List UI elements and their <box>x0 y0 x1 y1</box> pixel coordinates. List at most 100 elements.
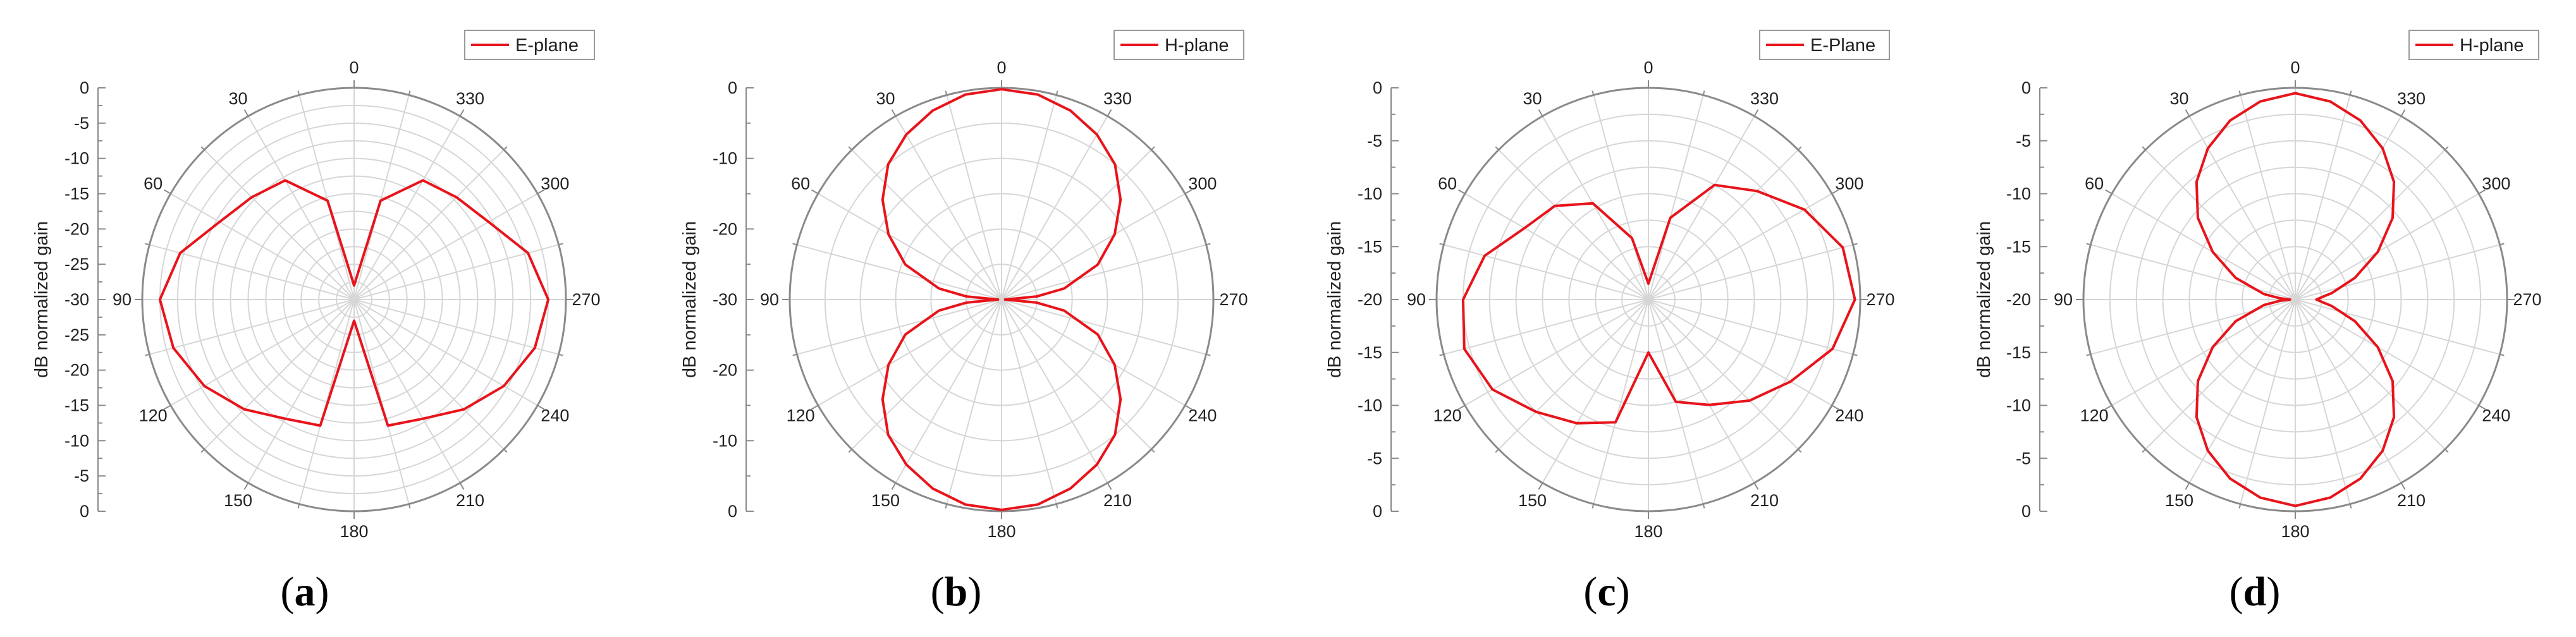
grid-spoke <box>2111 299 2296 406</box>
angle-tick <box>1753 482 1759 490</box>
angle-tick <box>1538 109 1543 117</box>
grid-spoke <box>1648 299 1853 355</box>
panel-label-a: (a) <box>281 569 329 615</box>
angle-tick <box>792 243 797 246</box>
grid-spoke <box>1593 95 1649 300</box>
angle-tick <box>1753 109 1759 117</box>
grid-spoke <box>2240 299 2296 504</box>
angle-label: 60 <box>1438 174 1457 193</box>
angle-label: 210 <box>1750 491 1779 510</box>
angle-tick <box>297 90 300 95</box>
grid-spoke <box>353 299 461 483</box>
grid-spoke <box>247 299 355 483</box>
angle-label: 270 <box>1219 290 1248 309</box>
panel-d: 0 30 60 90 120 150 180 210 240 270 300 330 0 -5 -10 -15… <box>1974 30 2542 541</box>
grid-spoke <box>247 116 355 300</box>
angle-tick <box>792 353 797 356</box>
angle-tick <box>1151 146 1155 150</box>
y-axis-label: dB normalized gain <box>1974 221 1994 378</box>
grid-spoke <box>1001 299 1108 483</box>
radial-tick-label: -30 <box>64 290 89 309</box>
angle-tick <box>163 189 171 195</box>
grid-spoke <box>170 299 355 406</box>
angle-tick <box>811 189 819 195</box>
pattern-curve <box>2195 92 2396 507</box>
angle-label: 180 <box>987 522 1015 541</box>
radial-tick-label: -15 <box>1358 343 1382 362</box>
angle-label: 270 <box>2513 290 2541 309</box>
radial-tick-label: 0 <box>80 78 89 97</box>
legend-label: H-plane <box>2460 35 2524 56</box>
grid-spoke <box>1001 299 1057 504</box>
legend-label: E-plane <box>515 35 579 56</box>
grid-spoke <box>1648 116 1755 300</box>
angle-label: 240 <box>1835 406 1863 425</box>
angle-tick <box>2478 189 2486 195</box>
radial-tick-label: 0 <box>728 78 737 97</box>
grid-spoke <box>149 244 355 300</box>
grid-spoke <box>797 244 1002 300</box>
radial-tick-label: -15 <box>64 185 89 203</box>
grid-spoke <box>1001 299 1206 355</box>
grid-spoke <box>2295 116 2402 300</box>
grid-spoke <box>797 299 1002 355</box>
angle-tick <box>1538 482 1543 490</box>
grid-spoke <box>851 299 1002 450</box>
grid-spoke <box>1542 116 1649 300</box>
angle-tick <box>503 449 508 453</box>
angle-tick <box>2104 189 2113 195</box>
radial-tick-label: -10 <box>1358 185 1382 203</box>
radial-tick-label: -5 <box>1367 131 1382 150</box>
angle-tick <box>2086 243 2091 246</box>
angle-label: 270 <box>572 290 600 309</box>
radial-tick-label: 0 <box>728 502 737 521</box>
angle-tick <box>1184 404 1193 410</box>
radial-tick-label: 0 <box>2021 502 2031 521</box>
grid-spoke <box>2295 149 2446 300</box>
grid-spoke <box>1648 299 1799 450</box>
angle-label: 210 <box>1103 491 1132 510</box>
radial-tick-label: -5 <box>74 466 89 485</box>
angle-label: 330 <box>1750 89 1779 108</box>
angle-tick <box>1055 90 1058 95</box>
grid-spoke <box>2295 299 2500 355</box>
angle-tick <box>2185 482 2190 490</box>
angle-tick <box>1439 353 1444 356</box>
radial-tick-label: -10 <box>64 149 89 168</box>
angle-tick <box>2499 243 2505 246</box>
grid-spoke <box>353 299 559 355</box>
angle-label: 270 <box>1866 290 1894 309</box>
angle-label: 90 <box>2054 290 2073 309</box>
radial-tick-label: -25 <box>64 255 89 274</box>
grid-spoke <box>2295 193 2479 300</box>
radial-tick-label: 0 <box>1373 78 1382 97</box>
angle-tick <box>408 504 411 509</box>
angle-tick <box>1055 504 1058 509</box>
angle-label: 120 <box>1433 406 1462 425</box>
grid-spoke <box>149 299 355 355</box>
grid-spoke <box>353 193 538 300</box>
grid-spoke <box>818 193 1002 300</box>
angle-tick <box>145 243 150 246</box>
angle-tick <box>1592 504 1595 509</box>
angle-tick <box>1206 243 1211 246</box>
angle-tick <box>1107 482 1112 490</box>
angle-label: 30 <box>228 89 247 108</box>
grid-spoke <box>170 193 355 300</box>
y-axis-label: dB normalized gain <box>680 221 700 378</box>
angle-tick <box>1702 504 1705 509</box>
radial-tick-label: -20 <box>1358 290 1382 309</box>
angle-tick <box>2444 449 2449 453</box>
angle-tick <box>2142 146 2146 150</box>
panel-c: 0 30 60 90 120 150 180 210 240 270 300 330 0 -5 -10 -15… <box>1325 30 1895 541</box>
grid-spoke <box>1648 299 1832 406</box>
angle-tick <box>1702 90 1705 95</box>
angle-label: 150 <box>871 491 900 510</box>
angle-label: 240 <box>541 406 569 425</box>
angle-label: 90 <box>760 290 779 309</box>
angle-label: 0 <box>997 58 1006 77</box>
angle-tick <box>297 504 300 509</box>
panel-label-d: (d) <box>2229 569 2281 615</box>
angle-label: 150 <box>1518 491 1547 510</box>
radial-tick-label: -20 <box>2006 290 2031 309</box>
